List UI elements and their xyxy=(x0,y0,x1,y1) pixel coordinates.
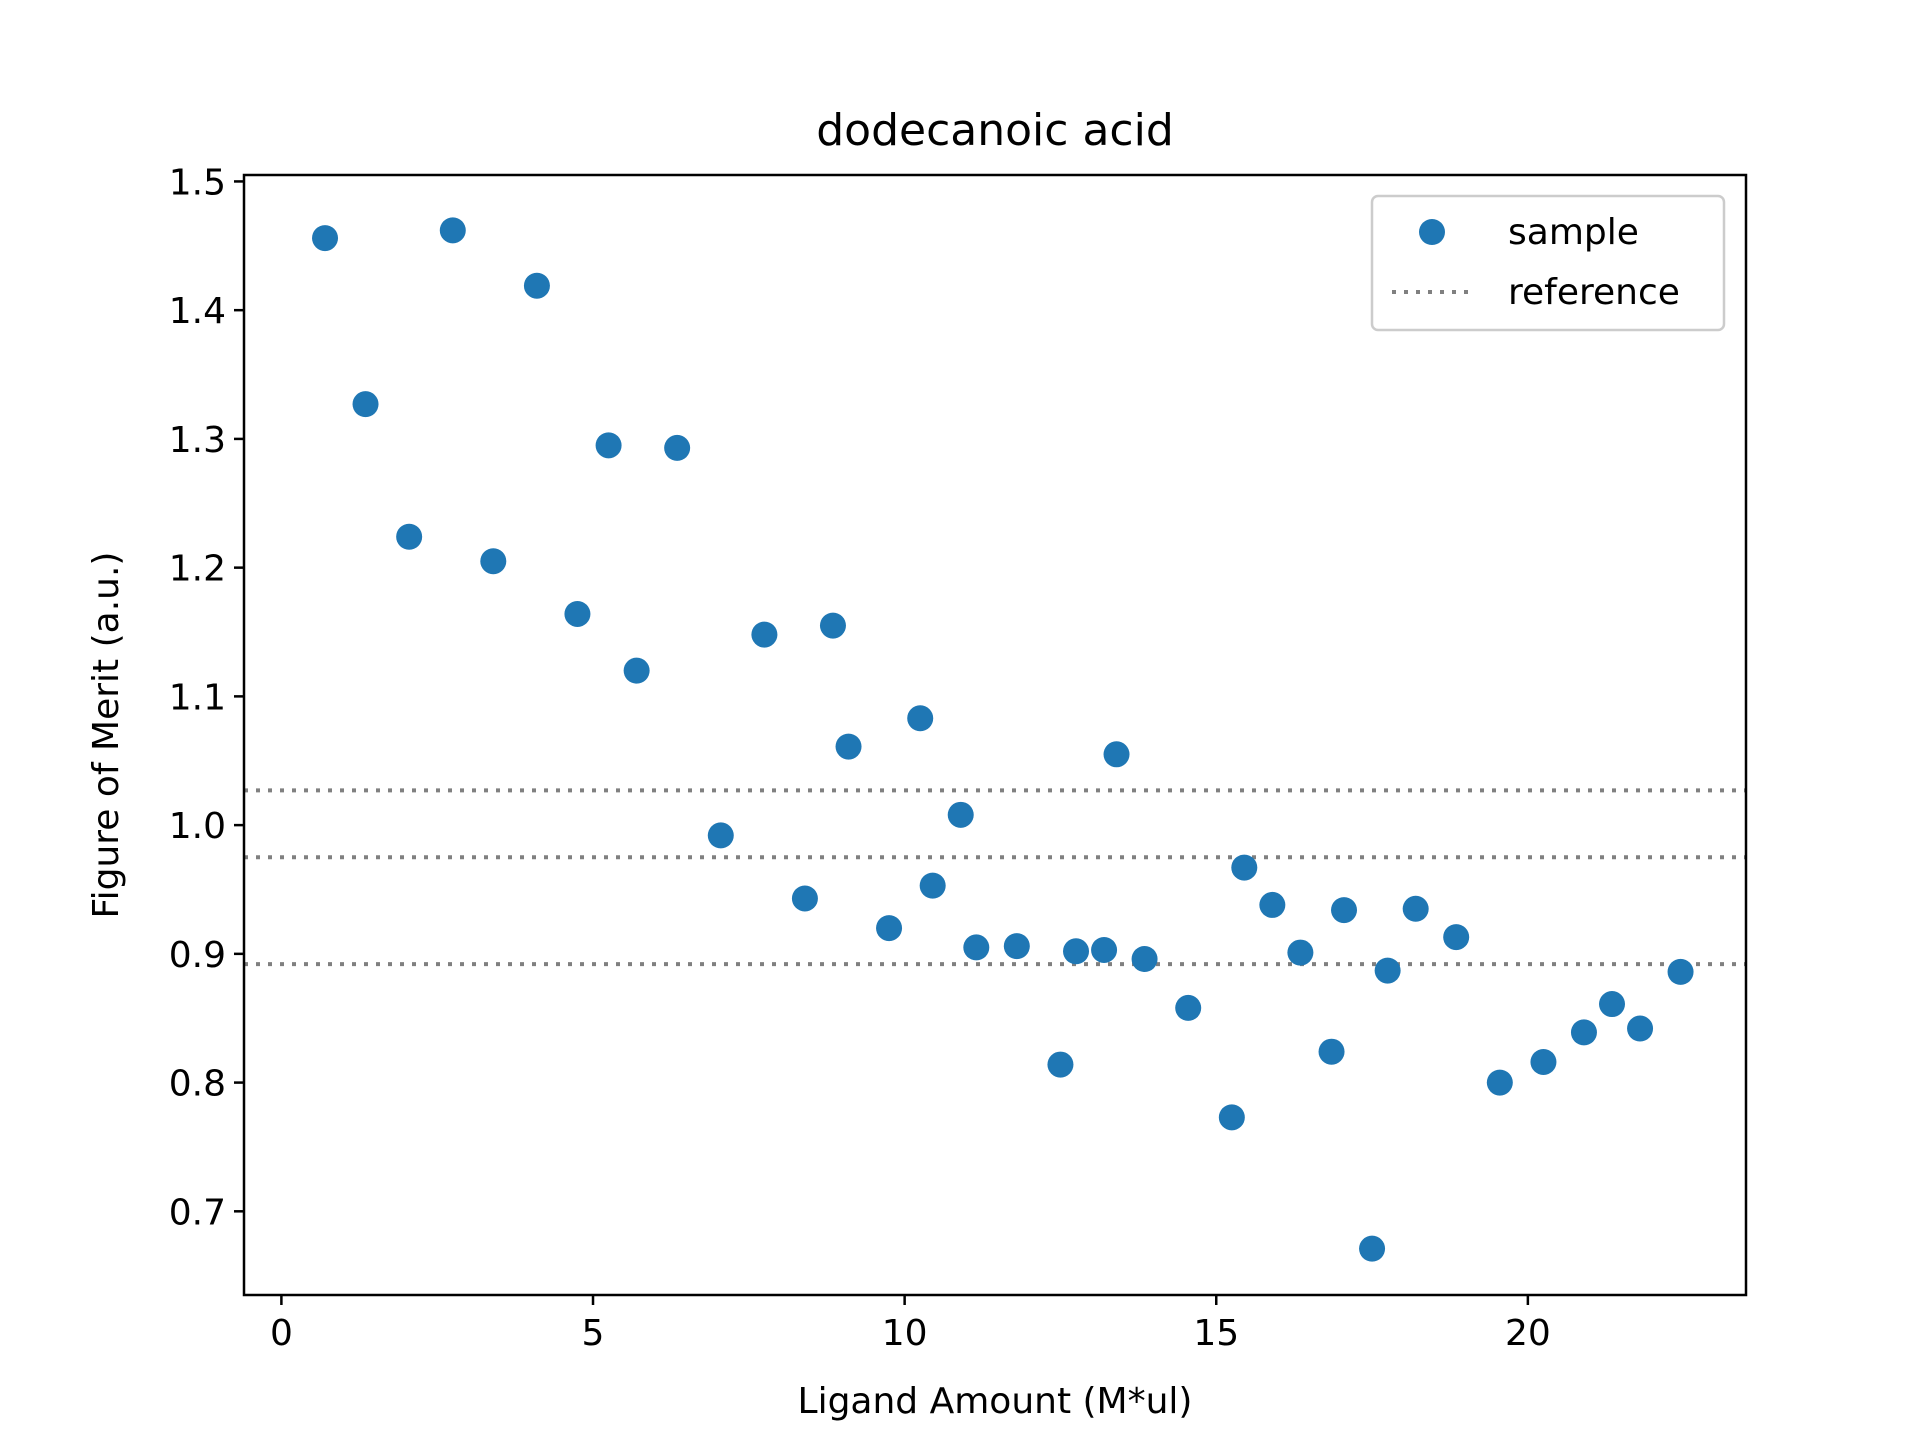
data-point xyxy=(1530,1048,1557,1075)
chart-title: dodecanoic acid xyxy=(816,105,1174,156)
data-point xyxy=(664,434,691,461)
y-tick-label: 0.8 xyxy=(169,1064,226,1105)
data-point xyxy=(1667,958,1694,985)
data-point xyxy=(1570,1019,1597,1046)
data-point xyxy=(963,934,990,961)
data-point xyxy=(707,822,734,849)
data-point xyxy=(876,915,903,942)
data-point xyxy=(595,432,622,459)
x-tick-label: 0 xyxy=(270,1313,293,1354)
x-tick-label: 15 xyxy=(1193,1313,1239,1354)
y-axis: 0.7 0.8 0.9 1.0 1.1 1.2 1.3 1.4 1.5 xyxy=(169,162,244,1233)
x-axis-label: Ligand Amount (M*ul) xyxy=(798,1381,1193,1422)
data-point xyxy=(564,600,591,627)
x-tick-label: 10 xyxy=(882,1313,928,1354)
data-point xyxy=(1047,1051,1074,1078)
legend-sample-label: sample xyxy=(1508,212,1639,253)
legend: sample reference xyxy=(1370,194,1726,332)
data-point xyxy=(1218,1104,1245,1131)
data-point xyxy=(1231,854,1258,881)
data-point xyxy=(1287,939,1314,966)
data-point xyxy=(396,523,423,550)
data-point xyxy=(1259,891,1286,918)
data-point xyxy=(1627,1015,1654,1042)
y-tick-label: 1.5 xyxy=(169,162,226,203)
plot-frame xyxy=(242,173,1748,1297)
y-tick-label: 0.7 xyxy=(169,1192,226,1233)
legend-reference-label: reference xyxy=(1508,272,1680,313)
data-point xyxy=(819,612,846,639)
x-tick-label: 5 xyxy=(582,1313,605,1354)
data-point xyxy=(1599,991,1626,1018)
data-point xyxy=(352,391,379,418)
y-tick-label: 1.0 xyxy=(169,806,226,847)
data-point xyxy=(1318,1038,1345,1065)
y-tick-label: 1.1 xyxy=(169,677,226,718)
data-point xyxy=(1402,895,1429,922)
data-point xyxy=(1331,897,1358,924)
data-point xyxy=(1443,924,1470,951)
x-tick-label: 20 xyxy=(1505,1313,1551,1354)
data-point xyxy=(1359,1235,1386,1262)
data-point xyxy=(312,225,339,252)
data-point xyxy=(1486,1069,1513,1096)
legend-box xyxy=(1370,194,1726,332)
data-point xyxy=(1003,933,1030,960)
data-point xyxy=(907,705,934,732)
data-point xyxy=(439,217,466,244)
data-point xyxy=(1175,994,1202,1021)
y-tick-label: 1.4 xyxy=(169,291,226,332)
data-point xyxy=(1374,957,1401,984)
data-point xyxy=(835,733,862,760)
data-point xyxy=(480,548,507,575)
sample-points xyxy=(312,217,1694,1262)
data-point xyxy=(791,885,818,912)
data-point xyxy=(523,272,550,299)
data-point xyxy=(623,657,650,684)
data-point xyxy=(919,872,946,899)
data-point xyxy=(947,801,974,828)
y-tick-label: 0.9 xyxy=(169,935,226,976)
data-point xyxy=(1063,938,1090,965)
y-axis-label: Figure of Merit (a.u.) xyxy=(86,552,127,919)
x-axis: 0 5 10 15 20 xyxy=(270,1295,1551,1354)
y-tick-label: 1.2 xyxy=(169,549,226,590)
reference-lines xyxy=(244,788,1746,967)
data-point xyxy=(751,621,778,648)
data-point xyxy=(1103,741,1130,768)
y-tick-label: 1.3 xyxy=(169,420,226,461)
legend-sample-marker xyxy=(1419,219,1445,245)
data-point xyxy=(1091,936,1118,963)
data-point xyxy=(1131,946,1158,972)
